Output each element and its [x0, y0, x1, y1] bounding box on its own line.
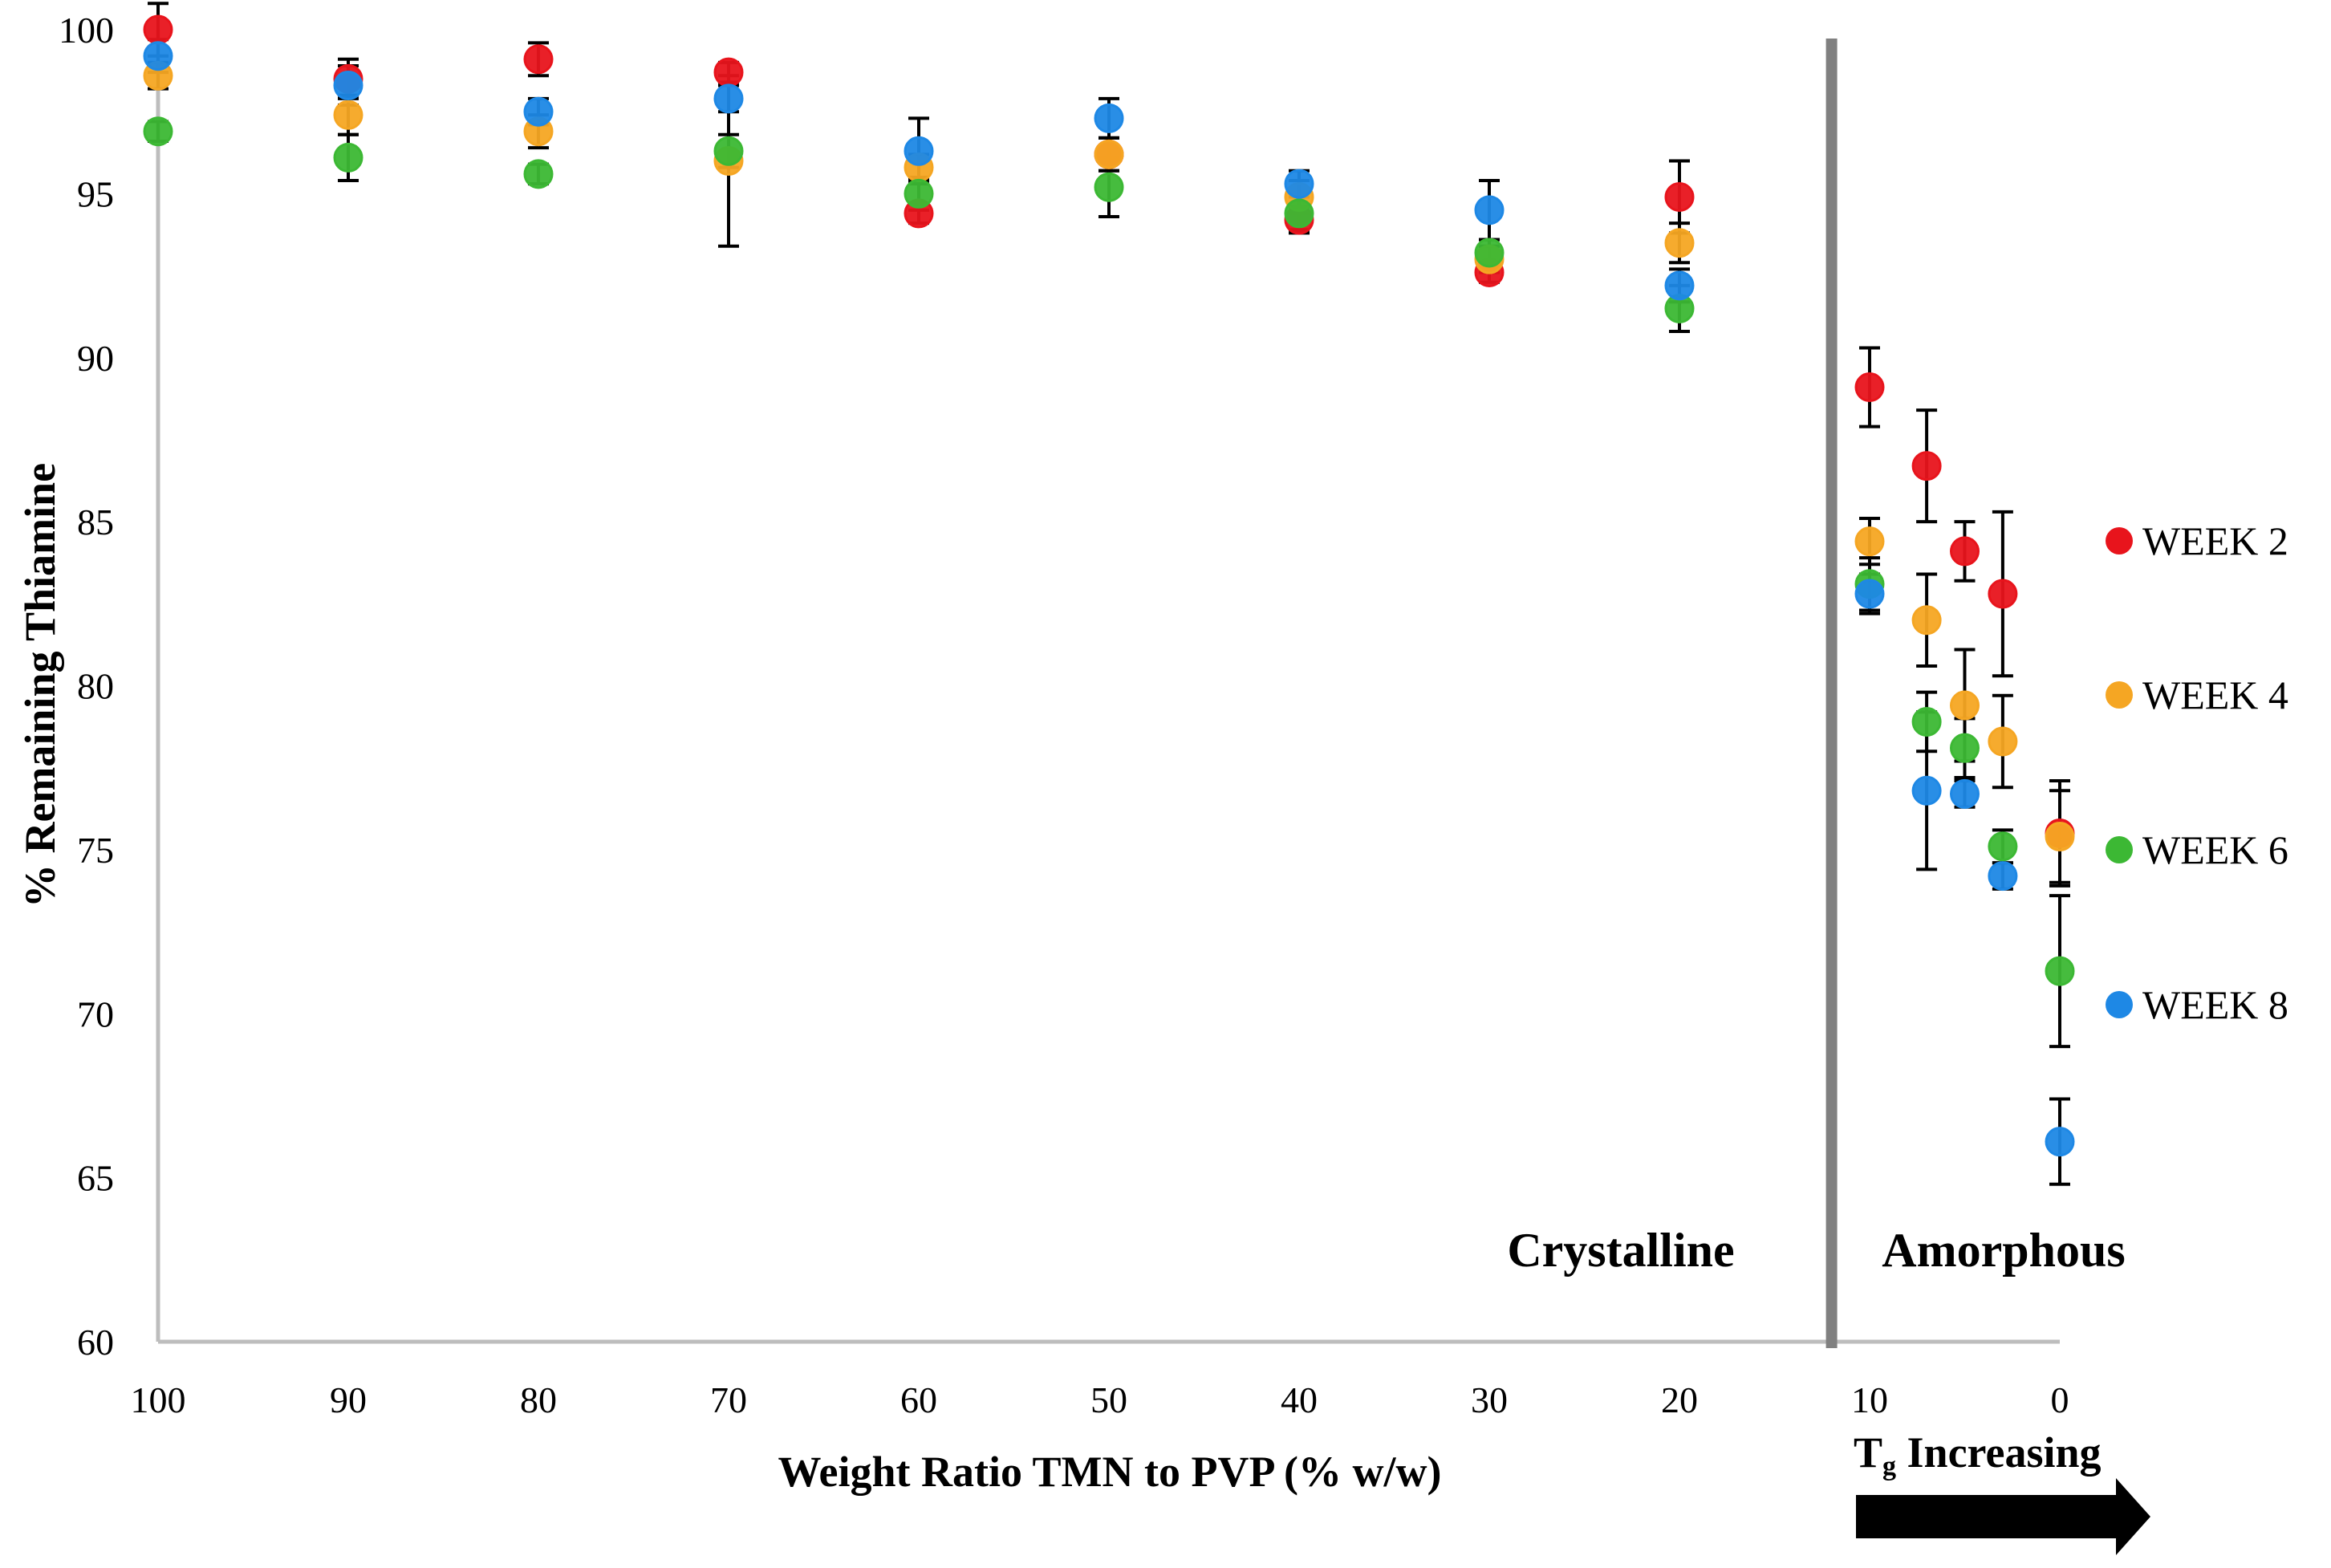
data-point: [1664, 228, 1695, 258]
data-point: [1474, 195, 1505, 225]
x-tick-label: 60: [900, 1379, 937, 1420]
data-point: [1474, 238, 1505, 268]
legend-item: WEEK 2: [2106, 518, 2288, 563]
legend-marker: [2106, 991, 2133, 1018]
legend-item: WEEK 8: [2106, 982, 2288, 1027]
x-tick-label: 80: [520, 1379, 557, 1420]
data-point: [1911, 451, 1942, 481]
data-point: [1094, 139, 1124, 169]
x-tick-label: 90: [330, 1379, 367, 1420]
y-tick-label: 70: [77, 993, 114, 1034]
data-point: [713, 57, 744, 87]
y-tick-label: 100: [59, 10, 114, 51]
data-point: [523, 44, 554, 75]
tg-rest: Increasing: [1896, 1428, 2102, 1477]
y-tick-label: 85: [77, 502, 114, 542]
legend-label: WEEK 6: [2142, 827, 2288, 872]
data-point: [333, 100, 363, 130]
data-point: [2045, 956, 2075, 986]
data-point: [1988, 861, 2018, 892]
data-point: [1664, 270, 1695, 301]
x-tick-label: 70: [710, 1379, 747, 1420]
data-point: [523, 159, 554, 189]
y-tick-labels: 60 65 70 75 80 85 90 95 100: [59, 10, 114, 1363]
y-tick-label: 90: [77, 338, 114, 379]
data-point: [2045, 1127, 2075, 1157]
data-point: [1854, 579, 1885, 609]
legend-label: WEEK 2: [2142, 518, 2288, 563]
tg-increasing-label: Tg Increasing: [1854, 1428, 2102, 1481]
data-point: [1664, 181, 1695, 212]
data-point: [333, 142, 363, 173]
x-tick-label: 50: [1090, 1379, 1127, 1420]
data-point: [333, 70, 363, 100]
x-tick-label: 0: [2051, 1379, 2069, 1420]
legend-item: WEEK 4: [2106, 672, 2288, 717]
y-tick-label: 95: [77, 173, 114, 214]
y-tick-label: 65: [77, 1158, 114, 1199]
legend: WEEK 2 WEEK 4 WEEK 6 WEEK 8: [2106, 518, 2288, 1027]
x-tick-labels: 100 90 80 70 60 50 40 30 20 10 0: [131, 1379, 2069, 1420]
legend-marker: [2106, 527, 2133, 554]
x-axis-title: Weight Ratio TMN to PVP (% w/w): [778, 1448, 1442, 1496]
data-point: [1094, 172, 1124, 202]
data-point: [713, 136, 744, 166]
markers-week-6: [143, 116, 2075, 986]
tg-t: T: [1854, 1428, 1882, 1477]
data-point: [904, 178, 934, 209]
x-tick-label: 30: [1471, 1379, 1508, 1420]
data-point: [1854, 526, 1885, 557]
x-tick-label: 40: [1281, 1379, 1318, 1420]
data-point: [1988, 726, 2018, 757]
legend-label: WEEK 4: [2142, 672, 2288, 717]
tg-increasing-arrow-icon: [1856, 1478, 2150, 1555]
data-point: [143, 14, 173, 45]
data-point: [1094, 103, 1124, 133]
amorphous-label: Amorphous: [1882, 1224, 2125, 1277]
series-week-6: [148, 120, 2070, 1049]
data-point: [1988, 579, 2018, 609]
crystalline-label: Crystalline: [1507, 1224, 1734, 1277]
x-tick-label: 10: [1851, 1379, 1888, 1420]
y-axis-title: % Remaining Thiamine: [16, 463, 64, 908]
y-tick-label: 75: [77, 830, 114, 871]
data-point: [1284, 169, 1314, 199]
tg-subscript: g: [1882, 1452, 1896, 1481]
data-point: [713, 83, 744, 114]
data-point: [904, 136, 934, 166]
legend-label: WEEK 8: [2142, 982, 2288, 1027]
markers-week-8: [143, 41, 2075, 1157]
data-series-group: [143, 2, 2075, 1186]
legend-marker: [2106, 681, 2133, 709]
data-point: [1950, 733, 1980, 763]
y-tick-label: 80: [77, 666, 114, 707]
data-point: [1950, 690, 1980, 721]
legend-marker: [2106, 836, 2133, 863]
data-point: [523, 96, 554, 127]
data-point: [1284, 198, 1314, 229]
data-point: [143, 116, 173, 147]
data-point: [1988, 831, 2018, 862]
data-point: [1911, 605, 1942, 636]
data-point: [1854, 372, 1885, 403]
data-point: [143, 41, 173, 71]
data-point: [1911, 706, 1942, 737]
legend-item: WEEK 6: [2106, 827, 2288, 872]
data-point: [1950, 536, 1980, 567]
y-tick-label: 60: [77, 1322, 114, 1363]
data-point: [1950, 778, 1980, 809]
x-tick-label: 20: [1661, 1379, 1698, 1420]
data-point: [2045, 822, 2075, 852]
x-tick-label: 100: [131, 1379, 186, 1420]
data-point: [1911, 775, 1942, 806]
